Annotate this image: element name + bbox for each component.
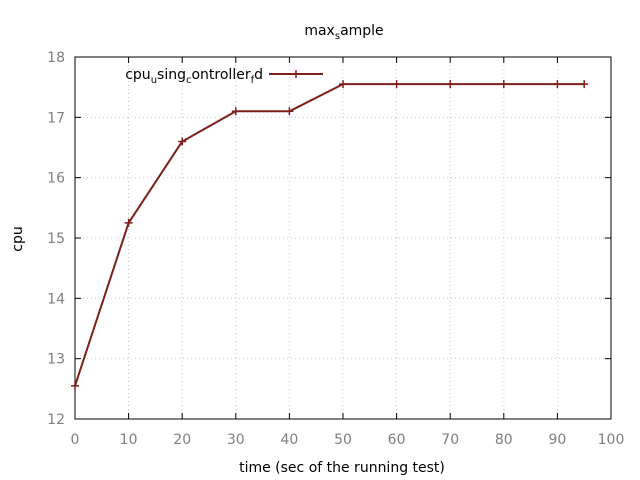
data-point-marker — [392, 80, 401, 89]
y-tick-label: 17 — [47, 110, 65, 126]
x-tick-label: 60 — [388, 432, 406, 448]
x-axis-label: time (sec of the running test) — [239, 460, 445, 476]
data-point-marker — [339, 80, 347, 89]
axis-ticks: 0 10 20 30 40 50 60 70 80 90 100 12 13 14 15 16 17 18 — [47, 50, 624, 448]
data-point-marker — [124, 218, 133, 227]
x-tick-label: 50 — [334, 432, 352, 448]
data-point-marker — [178, 137, 187, 146]
data-point-marker — [285, 107, 294, 116]
y-axis-label: cpu — [10, 226, 26, 251]
series-layer — [71, 80, 589, 390]
y-tick-label: 12 — [47, 412, 65, 428]
legend-label: cpuusingcontrollerfd — [125, 67, 263, 86]
data-point-marker — [446, 80, 455, 89]
y-tick-label: 13 — [47, 352, 65, 368]
data-point-marker — [553, 80, 562, 89]
grid — [75, 57, 611, 419]
chart-title: maxsample — [304, 23, 383, 42]
data-point-marker — [71, 381, 79, 390]
y-tick-label: 15 — [47, 231, 65, 247]
x-tick-label: 0 — [71, 432, 80, 448]
x-tick-label: 80 — [495, 432, 513, 448]
x-tick-label: 90 — [548, 432, 566, 448]
series-line — [74, 83, 585, 387]
legend-marker — [292, 70, 300, 78]
legend: cpuusingcontrollerfd — [125, 67, 323, 86]
y-tick-label: 18 — [47, 50, 65, 66]
x-tick-label: 10 — [120, 432, 138, 448]
x-tick-label: 40 — [280, 432, 298, 448]
y-tick-label: 14 — [47, 291, 65, 307]
x-tick-label: 20 — [173, 432, 191, 448]
x-tick-label: 30 — [227, 432, 245, 448]
y-tick-label: 16 — [47, 171, 65, 187]
x-tick-label: 70 — [441, 432, 459, 448]
data-point-marker — [499, 80, 508, 89]
data-point-marker — [580, 80, 589, 89]
data-point-marker — [231, 107, 240, 116]
x-tick-label: 100 — [598, 432, 625, 448]
